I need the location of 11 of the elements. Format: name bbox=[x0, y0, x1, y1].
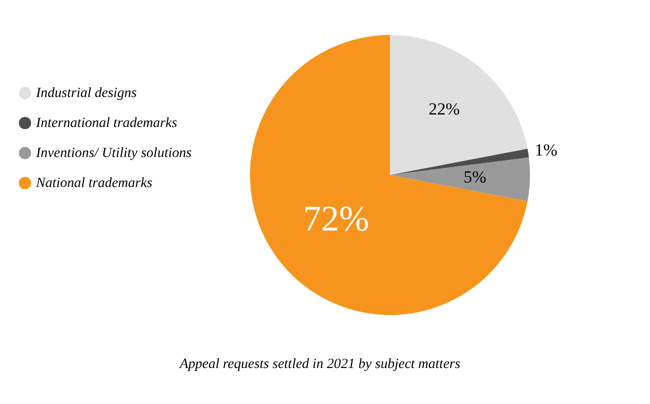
pie-slice bbox=[250, 35, 528, 315]
data-label: 5% bbox=[464, 168, 486, 187]
data-label: 72% bbox=[303, 198, 370, 239]
legend-label: National trademarks bbox=[35, 176, 153, 191]
data-label: 22% bbox=[428, 100, 460, 119]
pie-slice bbox=[390, 157, 530, 202]
text: Appeal requests settled in 2021 by subject matters bbox=[178, 357, 461, 372]
legend-label: Inventions/ Utility solutions bbox=[35, 146, 192, 161]
data-label: 1% bbox=[534, 140, 558, 160]
legend-label: Industrial designs bbox=[35, 86, 138, 101]
legend-label: International trademarks bbox=[35, 116, 178, 131]
